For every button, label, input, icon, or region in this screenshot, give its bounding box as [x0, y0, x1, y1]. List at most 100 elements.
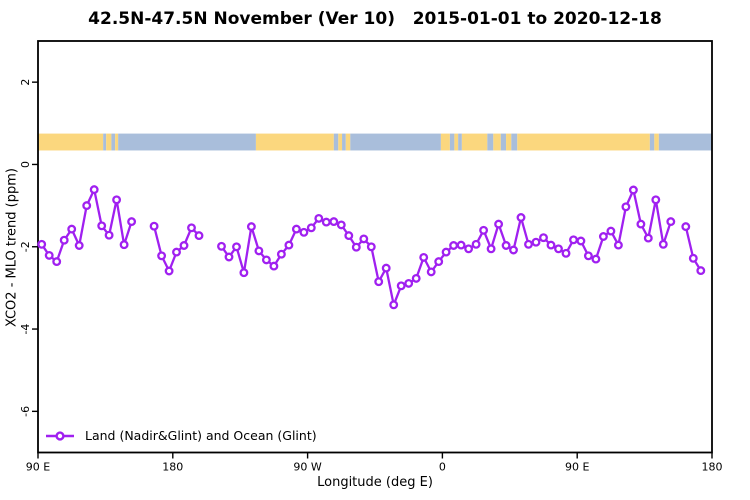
surface-type-band-segment-land	[517, 133, 650, 151]
surface-type-band-segment-land	[506, 133, 512, 151]
data-point-marker	[149, 221, 159, 231]
data-point-marker	[441, 247, 451, 257]
x-tick-label: 90 W	[293, 461, 321, 474]
data-point-marker	[37, 239, 47, 249]
surface-type-band-segment-ocean	[118, 133, 256, 151]
data-point-marker	[426, 267, 436, 277]
data-point-marker	[89, 185, 99, 195]
legend-line-marker-icon	[46, 430, 74, 441]
surface-type-band-segment-ocean	[458, 133, 462, 151]
data-point-marker	[411, 273, 421, 283]
surface-type-band-segment-land	[106, 133, 112, 151]
data-point-marker	[539, 233, 548, 243]
surface-type-band-segment-ocean	[511, 133, 518, 151]
data-point-marker	[613, 240, 623, 250]
data-point-marker	[628, 185, 638, 195]
x-tick-label: 180	[162, 461, 183, 474]
data-point-marker	[97, 221, 107, 231]
surface-type-band-segment-ocean	[449, 133, 455, 151]
data-point-marker	[112, 195, 122, 205]
data-point-marker	[269, 261, 279, 271]
surface-type-band-segment-land	[461, 133, 488, 151]
y-tick-label: -2	[19, 241, 32, 252]
surface-type-band-segment-land	[255, 133, 334, 151]
surface-type-band-segment-ocean	[103, 133, 107, 151]
surface-type-band-segment-ocean	[649, 133, 655, 151]
x-axis-label: Longitude (deg E)	[317, 475, 433, 490]
surface-type-band-segment-land	[654, 133, 659, 151]
surface-type-band-segment-ocean	[500, 133, 507, 151]
data-point-marker	[501, 241, 511, 250]
data-point-marker	[276, 249, 286, 259]
y-axis-label: XCO2 - MLO trend (ppm)	[4, 168, 20, 327]
surface-type-band-segment-ocean	[333, 133, 339, 151]
data-point-marker	[104, 230, 114, 240]
data-point-marker	[456, 240, 466, 250]
data-point-marker	[583, 251, 593, 261]
data-point-marker	[524, 239, 533, 249]
data-point-marker	[217, 241, 226, 251]
data-point-marker	[546, 240, 556, 250]
data-point-marker	[194, 231, 204, 241]
data-point-marker	[494, 219, 504, 229]
data-point-marker	[389, 300, 399, 310]
legend-label: Land (Nadir&Glint) and Ocean (Glint)	[85, 428, 317, 443]
data-point-marker	[246, 222, 256, 232]
data-point-marker	[157, 251, 167, 261]
data-point-marker	[172, 247, 181, 257]
data-point-marker	[591, 254, 601, 264]
data-point-marker	[284, 240, 294, 250]
data-point-marker	[404, 278, 414, 288]
data-point-marker	[598, 232, 608, 241]
data-point-marker	[74, 241, 84, 250]
data-point-marker	[658, 239, 668, 249]
data-point-marker	[681, 222, 691, 232]
data-point-marker	[52, 257, 62, 267]
data-point-marker	[314, 213, 324, 223]
data-point-marker	[471, 239, 481, 249]
data-point-marker	[59, 235, 69, 245]
data-point-marker	[321, 217, 331, 227]
data-point-marker	[374, 277, 384, 287]
data-point-marker	[434, 257, 444, 267]
x-tick-label: 90 E	[565, 461, 589, 474]
data-point-marker	[688, 253, 698, 263]
y-tick-label: -6	[19, 406, 32, 417]
data-point-marker	[381, 263, 391, 273]
x-tick-label: 90 E	[26, 461, 50, 474]
data-point-marker	[344, 231, 354, 241]
surface-type-band-segment-land	[345, 133, 351, 151]
data-point-marker	[329, 217, 339, 227]
data-point-marker	[643, 233, 653, 243]
data-point-marker	[621, 202, 631, 212]
data-point-marker	[479, 225, 489, 235]
data-point-marker	[306, 223, 316, 233]
surface-type-band-segment-land	[440, 133, 450, 151]
data-point-marker	[464, 244, 474, 254]
data-point-marker	[299, 227, 309, 237]
data-point-marker	[486, 244, 496, 254]
data-point-marker	[351, 242, 361, 252]
data-point-marker	[254, 246, 264, 256]
surface-type-band-segment-land	[115, 133, 119, 151]
data-point-marker	[509, 245, 518, 255]
data-point-marker	[666, 217, 676, 227]
chart-title: 42.5N-47.5N November (Ver 10) 2015-01-01…	[88, 9, 662, 29]
data-point-marker	[224, 252, 234, 262]
data-point-marker	[576, 236, 586, 246]
data-point-marker	[67, 224, 77, 234]
data-point-marker	[449, 241, 459, 250]
data-point-marker	[82, 201, 92, 211]
data-point-marker	[359, 234, 369, 244]
y-tick-label: 0	[19, 161, 32, 168]
data-point-marker	[696, 266, 706, 276]
surface-type-band-segment-land	[338, 133, 343, 151]
surface-type-band-segment-ocean	[658, 133, 712, 151]
data-point-marker	[261, 255, 271, 265]
data-point-marker	[187, 223, 196, 233]
data-point-marker	[419, 252, 429, 262]
data-point-marker	[366, 242, 376, 252]
surface-type-band-segment-ocean	[350, 133, 441, 151]
data-point-marker	[531, 237, 541, 247]
